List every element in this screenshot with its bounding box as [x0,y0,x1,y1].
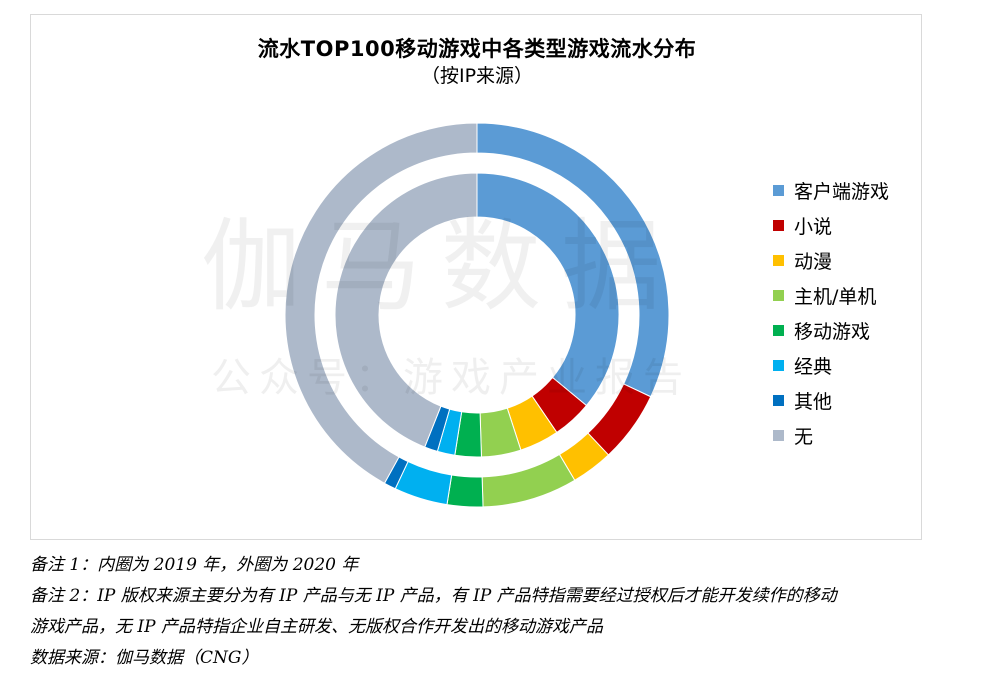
legend-label: 动漫 [794,251,833,273]
legend-swatch [773,325,784,336]
legend-swatch [773,360,784,371]
legend-swatch [773,255,784,266]
chart-subtitle: （按IP来源） [420,65,534,87]
legend-item: 无 [773,418,889,453]
legend-swatch [773,290,784,301]
donut-chart [284,122,670,508]
note-2-line-1: 备注 2：IP 版权来源主要分为有 IP 产品与无 IP 产品，有 IP 产品特… [30,586,837,606]
outer-ring-slice-7 [284,122,478,484]
legend-label: 其他 [794,391,833,413]
legend-item: 小说 [773,208,889,243]
data-source: 数据来源：伽马数据（CNG） [30,648,259,668]
footnotes: 备注 1：内圈为 2019 年，外圈为 2020 年 备注 2：IP 版权来源主… [30,550,950,674]
legend-item: 移动游戏 [773,313,889,348]
legend-swatch [773,395,784,406]
chart-title: 流水TOP100移动游戏中各类型游戏流水分布 [257,37,697,61]
legend-label: 小说 [794,216,833,238]
legend-swatch [773,185,784,196]
note-1: 备注 1：内圈为 2019 年，外圈为 2020 年 [30,555,359,575]
inner-ring-slice-7 [334,172,478,448]
legend-item: 主机/单机 [773,278,889,313]
watermark-logo-text: 伽马数据 [201,208,681,325]
legend-label: 主机/单机 [794,286,877,308]
legend-item: 经典 [773,348,889,383]
chart-legend: 客户端游戏小说动漫主机/单机移动游戏经典其他无 [773,173,889,453]
outer-ring-slice-3 [481,453,576,508]
legend-item: 动漫 [773,243,889,278]
watermark-subtext: 公众号：游戏产业报告 [211,355,691,401]
outer-ring-slice-4 [446,474,484,508]
legend-item: 其他 [773,383,889,418]
legend-label: 无 [794,426,814,448]
note-2-line-2: 游戏产品，无 IP 产品特指企业自主研发、无版权合作开发出的移动游戏产品 [30,617,603,637]
inner-ring-slice-0 [476,172,620,407]
legend-label: 移动游戏 [794,321,871,343]
legend-label: 经典 [794,356,833,378]
legend-label: 客户端游戏 [794,181,890,203]
chart-frame: 流水TOP100移动游戏中各类型游戏流水分布 （按IP来源） 伽马数据 公众号：… [30,14,922,540]
legend-swatch [773,220,784,231]
legend-item: 客户端游戏 [773,173,889,208]
legend-swatch [773,430,784,441]
